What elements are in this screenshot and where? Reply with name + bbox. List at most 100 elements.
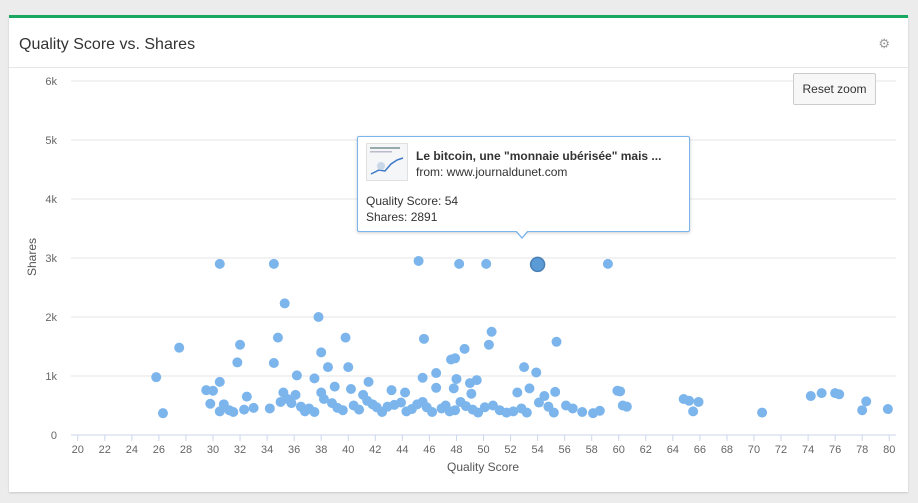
x-axis-label: Quality Score (447, 460, 519, 474)
data-point[interactable] (151, 372, 162, 383)
data-point[interactable] (459, 343, 470, 354)
x-tick-label: 54 (531, 444, 543, 456)
data-point[interactable] (473, 407, 484, 418)
data-point[interactable] (531, 367, 542, 378)
data-point[interactable] (548, 407, 559, 418)
data-point[interactable] (337, 405, 348, 416)
data-point[interactable] (363, 376, 374, 387)
x-tick-label: 56 (559, 444, 571, 456)
data-point[interactable] (214, 258, 225, 269)
data-point[interactable] (805, 391, 816, 402)
x-tick-label: 46 (423, 444, 435, 456)
data-point[interactable] (268, 258, 279, 269)
reset-zoom-button[interactable]: Reset zoom (793, 73, 876, 105)
y-axis-label: Shares (25, 238, 39, 276)
data-point[interactable] (239, 404, 250, 415)
gear-icon[interactable]: ⚙ (878, 36, 890, 51)
data-point[interactable] (309, 373, 320, 384)
data-point[interactable] (418, 333, 429, 344)
data-point[interactable] (757, 407, 768, 418)
data-point[interactable] (279, 298, 290, 309)
x-tick-label: 80 (883, 444, 895, 456)
data-point[interactable] (521, 407, 532, 418)
data-point[interactable] (322, 362, 333, 373)
data-point[interactable] (567, 403, 578, 414)
data-point[interactable] (329, 381, 340, 392)
data-point[interactable] (205, 398, 216, 409)
x-tick-label: 58 (586, 444, 598, 456)
data-point[interactable] (512, 387, 523, 398)
data-point[interactable] (882, 404, 893, 415)
data-point[interactable] (417, 372, 428, 383)
data-point[interactable] (228, 406, 239, 417)
data-point[interactable] (413, 255, 424, 266)
data-point[interactable] (451, 373, 462, 384)
data-point[interactable] (431, 382, 442, 393)
data-point[interactable] (834, 389, 845, 400)
data-point[interactable] (400, 387, 411, 398)
data-point[interactable] (316, 347, 327, 358)
data-point[interactable] (861, 396, 872, 407)
data-point[interactable] (471, 375, 482, 386)
data-point[interactable] (248, 402, 259, 413)
data-point[interactable] (214, 376, 225, 387)
x-tick-label: 42 (369, 444, 381, 456)
data-point[interactable] (208, 385, 219, 396)
data-point[interactable] (466, 388, 477, 399)
data-point[interactable] (396, 397, 406, 408)
data-point[interactable] (157, 408, 168, 419)
data-point[interactable] (343, 362, 354, 373)
data-point[interactable] (345, 383, 356, 394)
data-point[interactable] (286, 398, 297, 409)
data-point[interactable] (340, 332, 351, 343)
data-point[interactable] (594, 405, 605, 416)
data-point[interactable] (524, 383, 535, 394)
data-point[interactable] (318, 394, 329, 405)
data-point[interactable] (431, 368, 442, 379)
data-point[interactable] (816, 388, 827, 399)
data-point[interactable] (551, 336, 562, 347)
x-tick-label: 30 (207, 444, 219, 456)
data-point[interactable] (857, 405, 868, 416)
data-points[interactable] (151, 255, 893, 419)
data-point[interactable] (550, 386, 561, 397)
data-point[interactable] (688, 406, 699, 417)
data-point[interactable] (533, 397, 544, 408)
data-point[interactable] (448, 383, 459, 394)
data-point[interactable] (621, 401, 632, 412)
data-point[interactable] (235, 339, 246, 350)
data-point[interactable] (479, 402, 490, 413)
y-tick-label: 6k (45, 76, 57, 88)
data-point[interactable] (684, 395, 695, 406)
data-point[interactable] (309, 406, 320, 417)
highlighted-data-point[interactable] (529, 256, 546, 273)
data-point[interactable] (291, 370, 302, 381)
data-point[interactable] (508, 406, 519, 417)
data-point[interactable] (290, 389, 301, 400)
data-point[interactable] (602, 258, 613, 269)
data-point[interactable] (264, 403, 275, 414)
data-point[interactable] (577, 406, 588, 417)
data-point[interactable] (427, 406, 438, 417)
data-point[interactable] (174, 342, 185, 353)
data-point[interactable] (483, 339, 494, 350)
data-point[interactable] (693, 396, 704, 407)
data-point[interactable] (313, 312, 324, 322)
data-point[interactable] (450, 353, 461, 364)
data-point[interactable] (481, 258, 492, 269)
data-point[interactable] (241, 391, 252, 402)
data-point[interactable] (615, 386, 626, 397)
data-point[interactable] (519, 362, 530, 373)
data-point[interactable] (486, 326, 497, 337)
tooltip-article-source: from: www.journaldunet.com (416, 165, 568, 179)
data-point[interactable] (386, 385, 397, 396)
data-point[interactable] (272, 332, 283, 343)
x-tick-label: 34 (261, 444, 273, 456)
data-point[interactable] (232, 357, 243, 368)
data-point[interactable] (354, 404, 365, 415)
x-tick-label: 76 (829, 444, 841, 456)
data-point[interactable] (450, 405, 461, 416)
data-point[interactable] (268, 358, 279, 369)
data-point[interactable] (454, 258, 465, 269)
